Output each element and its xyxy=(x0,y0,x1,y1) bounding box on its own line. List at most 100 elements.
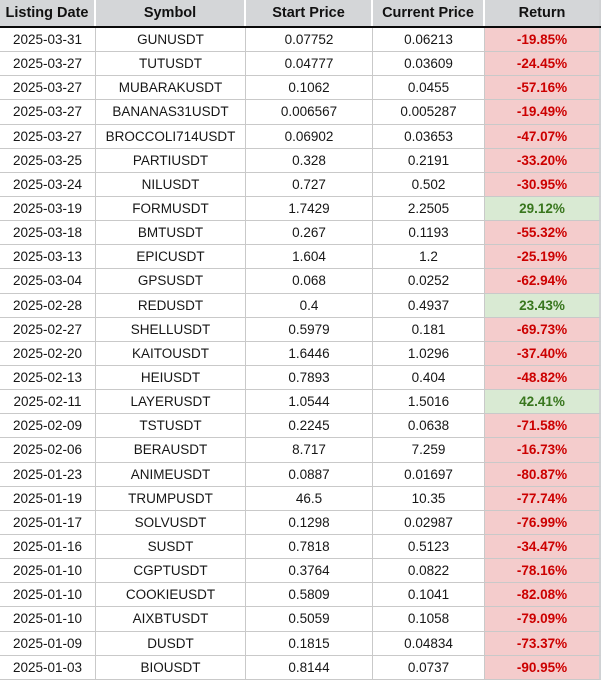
return-cell[interactable]: 42.41% xyxy=(485,390,601,415)
start-price-cell[interactable]: 0.7893 xyxy=(246,365,373,391)
symbol-cell[interactable]: BROCCOLI714USDT xyxy=(96,124,246,149)
listing-date-cell[interactable]: 2025-03-04 xyxy=(0,269,96,294)
current-price-cell[interactable]: 1.0296 xyxy=(373,341,485,366)
current-price-cell[interactable]: 0.0252 xyxy=(373,269,485,294)
return-cell[interactable]: -24.45% xyxy=(485,52,601,77)
listing-date-cell[interactable]: 2025-03-19 xyxy=(0,196,96,222)
return-cell[interactable]: 29.12% xyxy=(485,196,601,222)
listing-date-cell[interactable]: 2025-03-31 xyxy=(0,28,96,53)
current-price-cell[interactable]: 7.259 xyxy=(373,438,485,463)
symbol-cell[interactable]: ANIMEUSDT xyxy=(96,462,246,487)
current-price-cell[interactable]: 0.06213 xyxy=(373,28,485,53)
return-cell[interactable]: 23.43% xyxy=(485,293,601,318)
current-price-cell[interactable]: 0.502 xyxy=(373,172,485,197)
return-cell[interactable]: -34.47% xyxy=(485,534,601,560)
return-cell[interactable]: -33.20% xyxy=(485,148,601,173)
start-price-cell[interactable]: 0.04777 xyxy=(246,52,373,77)
symbol-cell[interactable]: TRUMPUSDT xyxy=(96,486,246,511)
start-price-cell[interactable]: 0.2245 xyxy=(246,414,373,439)
start-price-cell[interactable]: 46.5 xyxy=(246,486,373,511)
symbol-cell[interactable]: AIXBTUSDT xyxy=(96,607,246,632)
symbol-cell[interactable]: HEIUSDT xyxy=(96,365,246,391)
listing-date-cell[interactable]: 2025-01-10 xyxy=(0,559,96,584)
listing-date-cell[interactable]: 2025-01-19 xyxy=(0,486,96,511)
current-price-cell[interactable]: 0.2191 xyxy=(373,148,485,173)
return-cell[interactable]: -19.49% xyxy=(485,100,601,125)
start-price-cell[interactable]: 0.7818 xyxy=(246,534,373,560)
symbol-cell[interactable]: TUTUSDT xyxy=(96,52,246,77)
return-cell[interactable]: -73.37% xyxy=(485,631,601,656)
listing-date-cell[interactable]: 2025-01-09 xyxy=(0,631,96,656)
start-price-cell[interactable]: 0.8144 xyxy=(246,655,373,680)
listing-date-cell[interactable]: 2025-03-13 xyxy=(0,245,96,270)
start-price-cell[interactable]: 1.6446 xyxy=(246,341,373,366)
symbol-cell[interactable]: TSTUSDT xyxy=(96,414,246,439)
return-cell[interactable]: -25.19% xyxy=(485,245,601,270)
return-cell[interactable]: -30.95% xyxy=(485,172,601,197)
return-cell[interactable]: -57.16% xyxy=(485,76,601,101)
start-price-cell[interactable]: 1.0544 xyxy=(246,390,373,415)
current-price-cell[interactable]: 0.0737 xyxy=(373,655,485,680)
listing-date-cell[interactable]: 2025-01-10 xyxy=(0,583,96,608)
symbol-cell[interactable]: BANANAS31USDT xyxy=(96,100,246,125)
symbol-cell[interactable]: EPICUSDT xyxy=(96,245,246,270)
listing-date-cell[interactable]: 2025-01-17 xyxy=(0,510,96,535)
current-price-cell[interactable]: 0.1058 xyxy=(373,607,485,632)
return-cell[interactable]: -76.99% xyxy=(485,510,601,535)
listing-date-cell[interactable]: 2025-03-18 xyxy=(0,221,96,246)
listing-date-cell[interactable]: 2025-03-27 xyxy=(0,100,96,125)
symbol-cell[interactable]: REDUSDT xyxy=(96,293,246,318)
column-header-return[interactable]: Return xyxy=(485,0,601,26)
current-price-cell[interactable]: 0.4937 xyxy=(373,293,485,318)
listing-date-cell[interactable]: 2025-02-13 xyxy=(0,365,96,391)
symbol-cell[interactable]: FORMUSDT xyxy=(96,196,246,222)
start-price-cell[interactable]: 0.5979 xyxy=(246,317,373,342)
current-price-cell[interactable]: 0.03653 xyxy=(373,124,485,149)
current-price-cell[interactable]: 0.5123 xyxy=(373,534,485,560)
listing-date-cell[interactable]: 2025-03-27 xyxy=(0,76,96,101)
listing-date-cell[interactable]: 2025-03-25 xyxy=(0,148,96,173)
symbol-cell[interactable]: BMTUSDT xyxy=(96,221,246,246)
symbol-cell[interactable]: GPSUSDT xyxy=(96,269,246,294)
current-price-cell[interactable]: 0.0822 xyxy=(373,559,485,584)
start-price-cell[interactable]: 0.5059 xyxy=(246,607,373,632)
listing-date-cell[interactable]: 2025-01-23 xyxy=(0,462,96,487)
return-cell[interactable]: -82.08% xyxy=(485,583,601,608)
current-price-cell[interactable]: 0.1041 xyxy=(373,583,485,608)
start-price-cell[interactable]: 0.006567 xyxy=(246,100,373,125)
start-price-cell[interactable]: 0.727 xyxy=(246,172,373,197)
return-cell[interactable]: -37.40% xyxy=(485,341,601,366)
current-price-cell[interactable]: 0.0638 xyxy=(373,414,485,439)
start-price-cell[interactable]: 0.07752 xyxy=(246,28,373,53)
return-cell[interactable]: -47.07% xyxy=(485,124,601,149)
current-price-cell[interactable]: 0.0455 xyxy=(373,76,485,101)
current-price-cell[interactable]: 0.404 xyxy=(373,365,485,391)
column-header-start-price[interactable]: Start Price xyxy=(246,0,373,26)
listing-date-cell[interactable]: 2025-02-11 xyxy=(0,390,96,415)
column-header-symbol[interactable]: Symbol xyxy=(96,0,246,26)
return-cell[interactable]: -80.87% xyxy=(485,462,601,487)
start-price-cell[interactable]: 0.3764 xyxy=(246,559,373,584)
return-cell[interactable]: -55.32% xyxy=(485,221,601,246)
return-cell[interactable]: -77.74% xyxy=(485,486,601,511)
symbol-cell[interactable]: SHELLUSDT xyxy=(96,317,246,342)
return-cell[interactable]: -19.85% xyxy=(485,28,601,53)
start-price-cell[interactable]: 0.1815 xyxy=(246,631,373,656)
start-price-cell[interactable]: 0.5809 xyxy=(246,583,373,608)
start-price-cell[interactable]: 0.267 xyxy=(246,221,373,246)
symbol-cell[interactable]: MUBARAKUSDT xyxy=(96,76,246,101)
start-price-cell[interactable]: 1.7429 xyxy=(246,196,373,222)
symbol-cell[interactable]: SUSDT xyxy=(96,534,246,560)
symbol-cell[interactable]: BERAUSDT xyxy=(96,438,246,463)
listing-date-cell[interactable]: 2025-02-06 xyxy=(0,438,96,463)
symbol-cell[interactable]: DUSDT xyxy=(96,631,246,656)
start-price-cell[interactable]: 0.1298 xyxy=(246,510,373,535)
symbol-cell[interactable]: SOLVUSDT xyxy=(96,510,246,535)
return-cell[interactable]: -79.09% xyxy=(485,607,601,632)
listing-date-cell[interactable]: 2025-01-10 xyxy=(0,607,96,632)
current-price-cell[interactable]: 1.5016 xyxy=(373,390,485,415)
start-price-cell[interactable]: 0.0887 xyxy=(246,462,373,487)
start-price-cell[interactable]: 0.068 xyxy=(246,269,373,294)
return-cell[interactable]: -16.73% xyxy=(485,438,601,463)
symbol-cell[interactable]: BIOUSDT xyxy=(96,655,246,680)
